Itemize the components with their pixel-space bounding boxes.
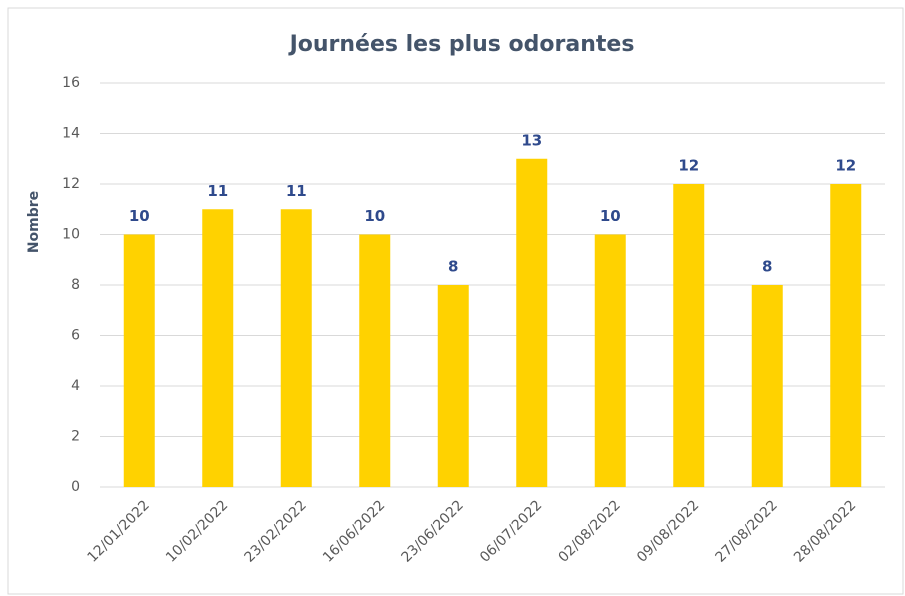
y-axis-label: Nombre bbox=[26, 191, 42, 253]
bar bbox=[751, 285, 783, 487]
y-tick-label: 2 bbox=[71, 429, 80, 445]
y-tick-label: 4 bbox=[71, 378, 80, 394]
data-label: 10 bbox=[600, 207, 621, 225]
data-label: 11 bbox=[286, 182, 307, 200]
y-tick-label: 10 bbox=[62, 227, 80, 243]
data-label: 12 bbox=[678, 157, 699, 175]
y-tick-label: 8 bbox=[71, 277, 80, 293]
bar bbox=[594, 234, 626, 487]
data-label: 8 bbox=[448, 258, 458, 276]
data-label: 8 bbox=[762, 258, 772, 276]
y-tick-label: 16 bbox=[62, 75, 80, 91]
bar bbox=[516, 158, 548, 487]
data-label: 10 bbox=[129, 207, 150, 225]
bar bbox=[673, 184, 705, 487]
data-label: 12 bbox=[835, 157, 856, 175]
data-label: 11 bbox=[207, 182, 228, 200]
y-tick-label: 12 bbox=[62, 176, 80, 192]
bar bbox=[359, 234, 391, 487]
chart-title: Journées les plus odorantes bbox=[288, 32, 635, 57]
bar bbox=[123, 234, 155, 487]
y-tick-label: 14 bbox=[62, 126, 80, 142]
bar bbox=[437, 285, 469, 487]
data-label: 13 bbox=[521, 131, 542, 149]
bar bbox=[202, 209, 234, 487]
data-label: 10 bbox=[364, 207, 385, 225]
bar bbox=[830, 184, 862, 487]
bar bbox=[280, 209, 312, 487]
y-tick-label: 0 bbox=[71, 479, 80, 495]
y-tick-label: 6 bbox=[71, 328, 80, 344]
